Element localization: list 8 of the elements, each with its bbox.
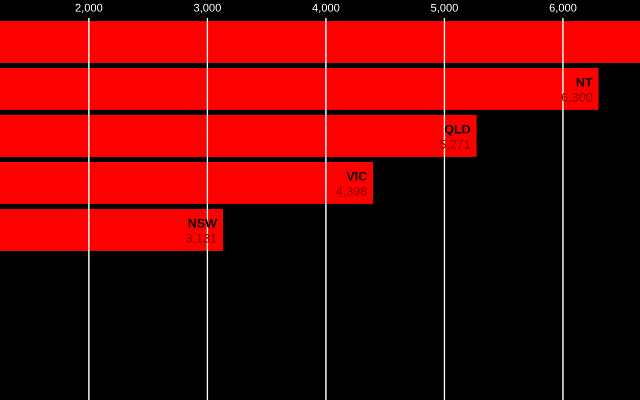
data-label: 4,398 <box>336 186 367 198</box>
x-tick-label: 3,000 <box>194 4 221 13</box>
x-tick-label: 4,000 <box>312 4 340 13</box>
y-tick-label: NT <box>576 78 592 87</box>
y-tick-label: VIC <box>346 172 367 181</box>
x-tick-label: 5,000 <box>430 4 458 13</box>
x-tick-label: 6,000 <box>550 4 576 13</box>
x-tick-label: 2,000 <box>76 4 102 13</box>
